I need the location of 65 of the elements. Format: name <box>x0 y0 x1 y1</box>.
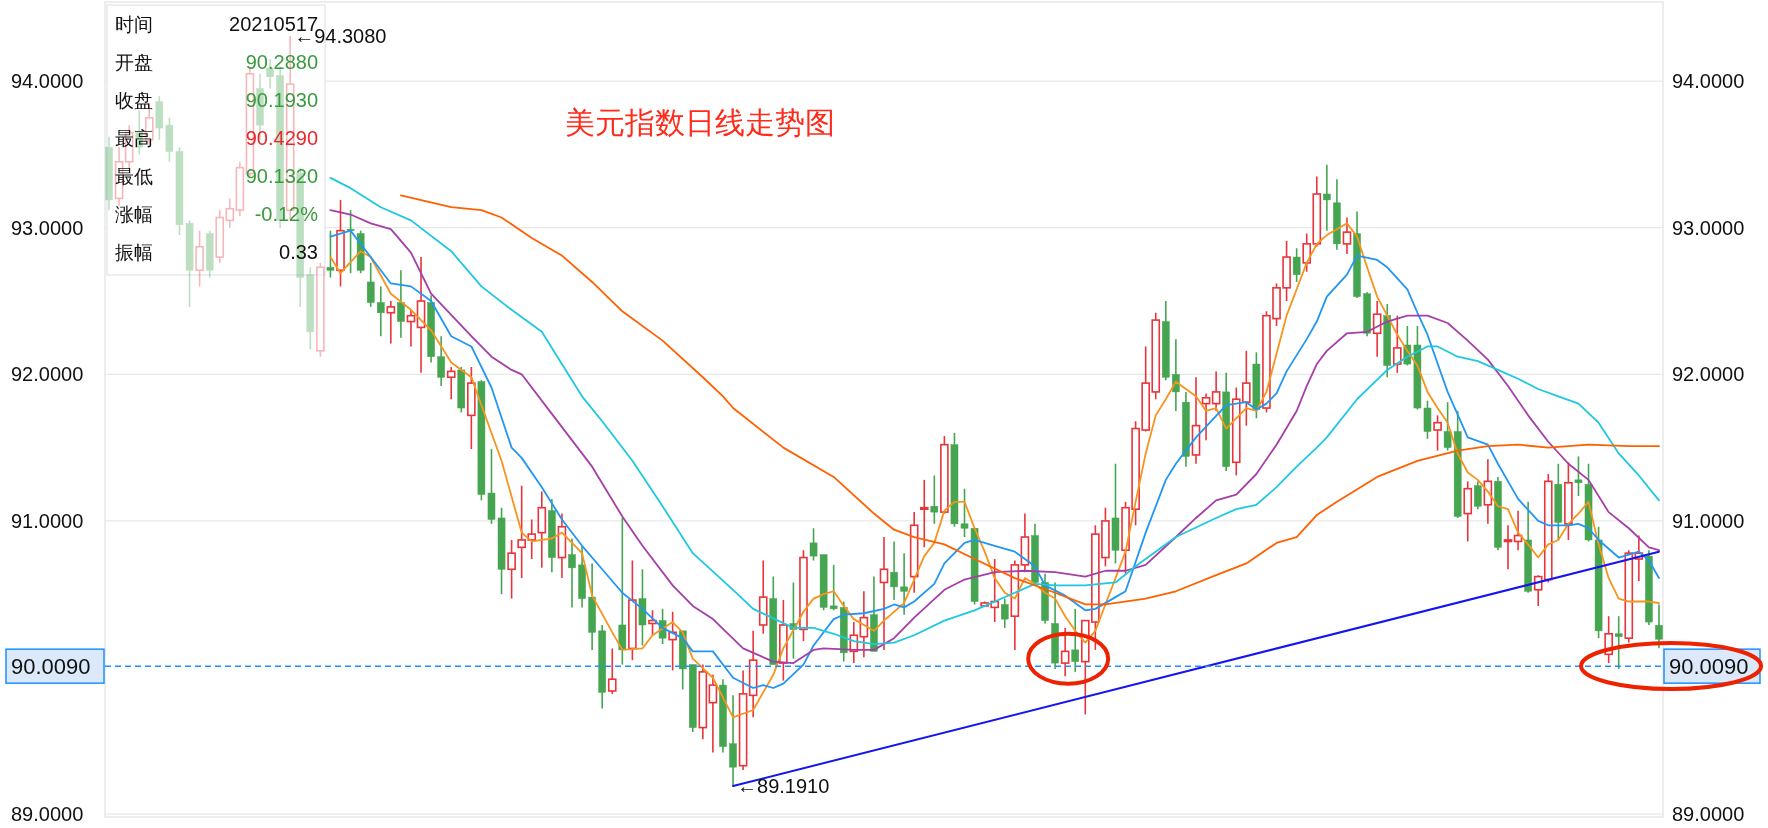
annotation: 收盘 <box>115 89 153 111</box>
annotation: 90.1930 <box>245 89 318 111</box>
candlestick <box>507 539 516 600</box>
candlestick <box>437 335 445 387</box>
y-tick-label: 89.0000 <box>11 803 84 826</box>
candlestick <box>829 564 838 612</box>
annotation: 开盘 <box>115 51 153 73</box>
y2-tick-label: 89.0000 <box>1672 803 1745 826</box>
y-tick-label: 92.0000 <box>11 363 84 386</box>
candlestick <box>397 269 405 339</box>
candlestick <box>729 694 737 787</box>
candlestick <box>1323 163 1331 232</box>
candlestick <box>568 537 576 609</box>
candlestick <box>1211 370 1221 412</box>
candlestick <box>890 540 898 601</box>
candlestick <box>900 552 908 616</box>
candlestick <box>406 309 416 348</box>
candlestick <box>1172 338 1180 412</box>
candlestick <box>1392 314 1402 374</box>
annotation: 最高 <box>115 127 153 149</box>
y-tick-label: 94.0000 <box>11 70 84 93</box>
candlestick <box>446 366 456 401</box>
candlestick <box>708 674 718 754</box>
candlestick <box>366 262 375 308</box>
annotation: 90.1320 <box>245 165 318 187</box>
line-series <box>400 194 1660 606</box>
candlestick <box>919 479 929 549</box>
candlestick <box>1655 603 1663 649</box>
annotation: 0.33 <box>279 241 318 263</box>
text: 90.0090 <box>11 653 91 679</box>
candlestick <box>1071 608 1079 673</box>
candlestick <box>879 536 889 651</box>
candlestick <box>1001 597 1009 629</box>
candlestick <box>1433 414 1442 452</box>
y2-tick-label: 91.0000 <box>1672 509 1745 532</box>
candlestick <box>930 474 939 525</box>
y2-tick-label: 93.0000 <box>1672 216 1745 239</box>
candlestick <box>1614 615 1623 670</box>
ref-line-label: 90.0090 <box>1669 653 1749 679</box>
text: 美元指数日线走势图 <box>565 106 835 139</box>
candlestick <box>1574 455 1583 497</box>
candlestick <box>1474 480 1482 510</box>
candlestick <box>377 285 385 338</box>
annotation: ←89.1910 <box>737 775 830 798</box>
candlestick <box>386 300 396 345</box>
annotation: 时间 <box>115 13 153 35</box>
annotation: 振幅 <box>115 241 153 263</box>
candlestick <box>1060 627 1070 678</box>
candlestick <box>346 209 355 274</box>
candlestick <box>1503 524 1513 571</box>
y2-tick-label: 94.0000 <box>1672 70 1745 93</box>
candlestick <box>1342 216 1352 255</box>
candlestick <box>326 229 335 279</box>
annotation: 90.2880 <box>245 51 318 73</box>
candlestick <box>607 647 617 695</box>
y-tick-label: 93.0000 <box>11 216 84 239</box>
y2-tick-label: 92.0000 <box>1672 363 1745 386</box>
annotation: 涨幅 <box>115 203 153 225</box>
candlestick <box>1201 392 1211 442</box>
annotation: 90.4290 <box>245 127 318 149</box>
annotation: 最低 <box>115 165 153 187</box>
annotation: -0.12% <box>254 203 319 225</box>
y-tick-label: 91.0000 <box>11 509 84 532</box>
candlestick <box>1292 247 1301 283</box>
candlestick <box>1443 401 1452 452</box>
